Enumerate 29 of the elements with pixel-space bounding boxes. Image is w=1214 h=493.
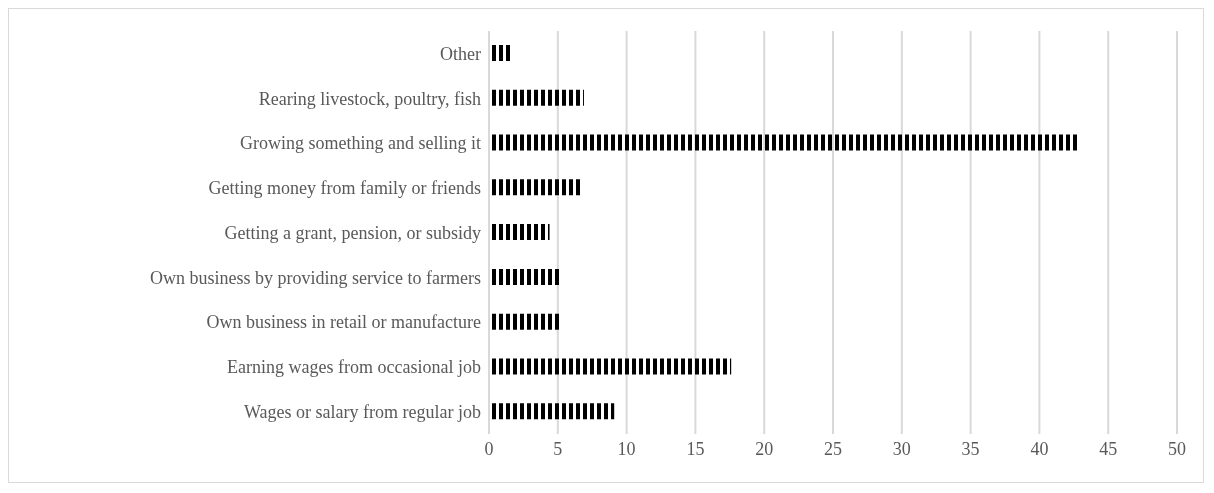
y-tick-label: Getting money from family or friends bbox=[208, 178, 481, 199]
bar bbox=[489, 268, 561, 285]
bar bbox=[489, 179, 582, 196]
x-tick-label: 15 bbox=[686, 438, 705, 459]
y-tick-label: Other bbox=[440, 43, 481, 64]
x-tick-label: 5 bbox=[553, 438, 563, 459]
bar bbox=[489, 89, 584, 106]
y-tick-label: Rearing livestock, poultry, fish bbox=[258, 88, 481, 109]
x-tick-label: 20 bbox=[755, 438, 774, 459]
y-tick-label: Own business in retail or manufacture bbox=[206, 312, 482, 333]
x-tick-label: 30 bbox=[892, 438, 911, 459]
bar bbox=[489, 358, 732, 375]
y-tick-label: Wages or salary from regular job bbox=[244, 402, 481, 422]
bar bbox=[489, 403, 615, 420]
x-tick-label: 10 bbox=[617, 438, 636, 459]
y-tick-label: Own business by providing service to farmers bbox=[150, 267, 481, 288]
x-tick-label: 40 bbox=[1030, 438, 1049, 459]
y-tick-label: Growing something and selling it bbox=[240, 133, 481, 154]
y-tick-label: Earning wages from occasional job bbox=[227, 357, 481, 378]
bar bbox=[489, 224, 550, 241]
x-tick-label: 35 bbox=[961, 438, 980, 459]
x-tick-label: 45 bbox=[1099, 438, 1118, 459]
y-tick-label: Getting a grant, pension, or subsidy bbox=[224, 222, 481, 243]
bar bbox=[489, 313, 561, 330]
bar bbox=[489, 45, 513, 61]
x-tick-label: 25 bbox=[824, 438, 842, 459]
bar bbox=[489, 134, 1080, 151]
x-tick-label: 0 bbox=[484, 438, 494, 459]
x-tick-label: 50 bbox=[1168, 438, 1186, 459]
